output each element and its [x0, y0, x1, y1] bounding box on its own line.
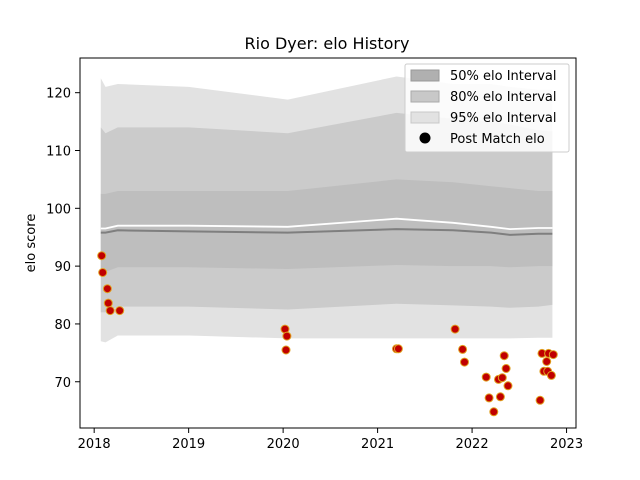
x-tick-label: 2020 [267, 437, 300, 452]
mean-line [100, 217, 553, 231]
y-axis-label: elo score [24, 214, 39, 273]
data-point [460, 357, 469, 367]
legend-box [404, 63, 570, 153]
data-point [481, 372, 491, 382]
x-tick-label: 2021 [361, 437, 394, 452]
x-tick-label: 2023 [550, 437, 583, 452]
legend-swatch-50 [410, 69, 440, 82]
x-tick-label: 2019 [172, 437, 205, 452]
data-point [102, 284, 112, 294]
x-axis: 2018 2019 2020 2021 2022 2023 [78, 428, 583, 452]
y-tick-label: 90 [54, 260, 71, 275]
y-tick-label: 100 [46, 202, 71, 217]
x-tick-label: 2018 [78, 437, 111, 452]
data-point [282, 331, 292, 341]
data-point [281, 345, 291, 355]
data-point [450, 324, 460, 334]
band-50 [100, 179, 553, 272]
x-tick-label: 2022 [456, 437, 489, 452]
plot-frame [79, 57, 577, 429]
data-point [535, 395, 545, 405]
y-tick-label: 120 [46, 87, 71, 102]
y-axis: 70 80 90 100 110 120 [46, 87, 80, 391]
y-tick-label: 110 [46, 145, 71, 160]
legend-label-50: 50% elo Interval [450, 69, 557, 84]
data-point [97, 251, 107, 261]
legend-label-post-match: Post Match elo [450, 132, 545, 147]
data-point [501, 364, 511, 373]
legend-marker-post-match [419, 132, 431, 144]
data-point [489, 407, 499, 417]
data-point [115, 306, 125, 316]
data-point [98, 268, 108, 277]
data-point [503, 381, 513, 391]
legend-label-80: 80% elo Interval [450, 90, 557, 105]
data-point [458, 344, 468, 354]
data-point [546, 370, 556, 380]
y-tick-label: 80 [54, 318, 71, 333]
median-line [100, 228, 553, 236]
data-point [548, 350, 558, 360]
legend-swatch-80 [410, 90, 440, 103]
data-point [542, 357, 552, 366]
legend: 50% elo Interval 80% elo Interval 95% el… [404, 63, 570, 153]
data-point [497, 373, 507, 383]
y-tick-label: 70 [54, 376, 71, 391]
data-point [103, 298, 113, 308]
data-point [484, 393, 494, 403]
data-point [499, 351, 509, 361]
data-point [393, 344, 403, 354]
data-point [495, 392, 505, 402]
chart-title: Rio Dyer: elo History [245, 34, 410, 53]
legend-label-95: 95% elo Interval [450, 111, 557, 126]
data-point [105, 306, 115, 316]
legend-swatch-95 [410, 111, 440, 124]
